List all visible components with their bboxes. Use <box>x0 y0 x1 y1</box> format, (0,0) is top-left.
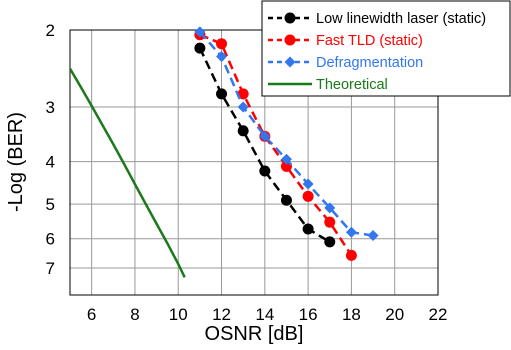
x-tick-label: 12 <box>212 305 231 324</box>
legend-label: Theoretical <box>316 77 388 93</box>
series-line-3 <box>68 67 186 278</box>
series-point <box>259 165 271 177</box>
series-point <box>216 51 228 63</box>
series-point <box>345 249 357 261</box>
x-tick-label: 14 <box>255 305 274 324</box>
series-point <box>302 178 314 190</box>
legend: Low linewidth laser (static) Fast TLD (st… <box>261 0 511 97</box>
y-tick-label: 4 <box>46 153 55 172</box>
series-point <box>259 130 271 142</box>
legend-label: Defragmentation <box>316 55 423 71</box>
x-tick-label: 20 <box>385 305 404 324</box>
series-point <box>237 101 249 113</box>
series-point <box>367 230 379 242</box>
legend-swatch-marker <box>284 56 296 68</box>
series-point <box>345 226 357 238</box>
series-point <box>280 153 292 165</box>
y-tick-label: 5 <box>46 195 55 214</box>
y-tick-label: 2 <box>46 21 55 40</box>
legend-label: Low linewidth laser (static) <box>316 11 486 27</box>
series-point <box>280 194 292 206</box>
x-axis-label: OSNR [dB] <box>205 323 304 345</box>
series-point <box>216 38 228 50</box>
series-point <box>324 236 336 248</box>
y-tick-label: 3 <box>46 98 55 117</box>
series-point <box>194 42 206 54</box>
series-point <box>324 202 336 214</box>
y-axis-label: -Log (BER) <box>5 112 27 212</box>
x-tick-label: 18 <box>342 305 361 324</box>
legend-swatch-marker <box>284 34 296 46</box>
series-point <box>302 190 314 202</box>
y-tick-label: 6 <box>46 230 55 249</box>
x-tick-label: 8 <box>130 305 139 324</box>
series-point <box>237 125 249 137</box>
legend-box <box>261 0 511 97</box>
series-group <box>68 26 379 278</box>
x-tick-label: 22 <box>429 305 448 324</box>
series-point <box>302 223 314 235</box>
series-point <box>216 88 228 100</box>
x-tick-label: 16 <box>299 305 318 324</box>
plot-frame <box>69 29 439 296</box>
legend-label: Fast TLD (static) <box>316 33 423 49</box>
legend-swatch-marker <box>284 12 296 24</box>
series-point <box>237 88 249 100</box>
series-point <box>324 216 336 228</box>
y-tick-label: 7 <box>46 259 55 278</box>
x-tick-label: 6 <box>87 305 96 324</box>
x-tick-label: 10 <box>169 305 188 324</box>
series-line-1 <box>199 33 353 257</box>
series-point <box>194 26 206 38</box>
